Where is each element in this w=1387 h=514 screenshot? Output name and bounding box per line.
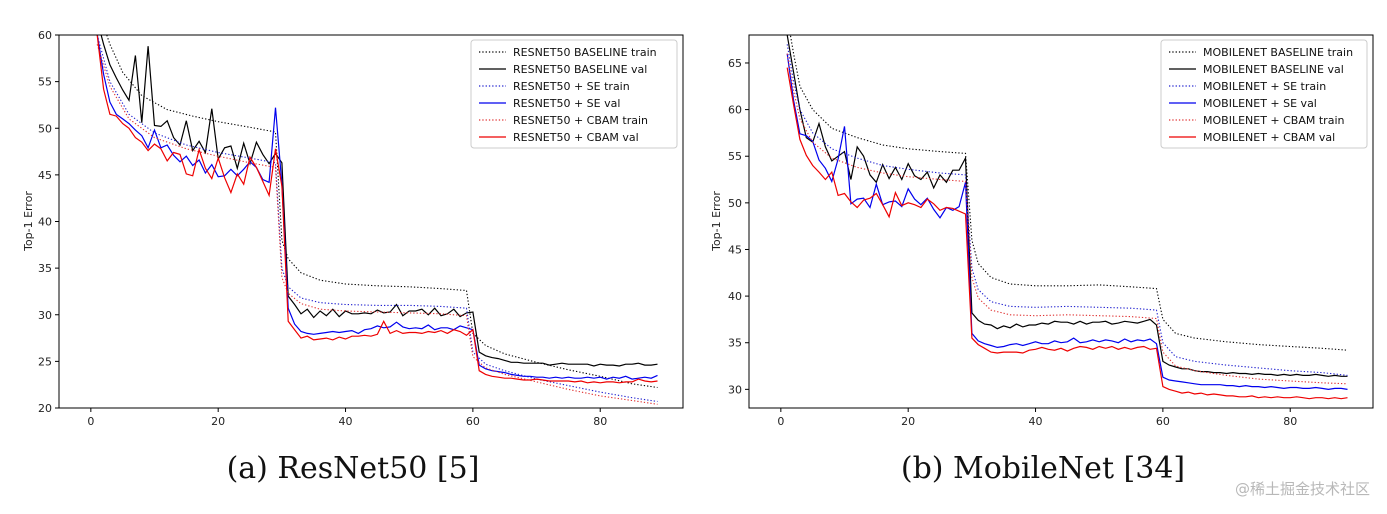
series-line	[96, 35, 658, 384]
y-tick-label: 20	[38, 402, 52, 415]
legend-label: MOBILENET + CBAM val	[1203, 131, 1335, 144]
y-tick-label: 45	[38, 169, 52, 182]
watermark: @稀土掘金技术社区	[1235, 480, 1370, 498]
y-tick-label: 40	[38, 216, 52, 229]
legend-label: RESNET50 + CBAM train	[513, 114, 648, 127]
legend-box	[1160, 39, 1368, 149]
series-line	[786, 44, 1348, 376]
series-line	[106, 35, 658, 389]
caption: (b) MobileNet [34]	[901, 451, 1185, 486]
y-tick-label: 35	[728, 337, 742, 350]
legend-label: MOBILENET BASELINE train	[1203, 46, 1353, 59]
legend-label: RESNET50 + SE val	[513, 97, 620, 110]
legend-label: RESNET50 + SE train	[513, 80, 630, 93]
y-axis-label: Top-1 Error	[22, 191, 35, 252]
y-tick-label: 45	[728, 243, 742, 256]
y-tick-label: 65	[728, 57, 742, 70]
legend-label: MOBILENET BASELINE val	[1203, 63, 1344, 76]
y-tick-label: 50	[38, 122, 52, 135]
chart-mobilenet: Top-1 Error 0 20 40 60 80 30 35 40 45 50 55 60 65 MO…	[710, 34, 1374, 486]
series-line	[100, 35, 658, 367]
x-tick-label: 0	[87, 415, 94, 428]
series-line	[96, 35, 658, 380]
y-tick-label: 35	[38, 262, 52, 275]
legend: MOBILENET BASELINE train MOBILENET BASELI…	[1160, 39, 1368, 149]
x-tick-label: 40	[339, 415, 353, 428]
y-axis-label: Top-1 Error	[710, 191, 723, 252]
legend-label: RESNET50 + CBAM val	[513, 131, 639, 144]
y-tick-label: 60	[728, 104, 742, 117]
chart-resnet50: Top-1 Error 0 20 40 60 80202530354045505560 …	[22, 29, 684, 486]
series-line	[786, 67, 1348, 400]
y-tick-label: 25	[38, 355, 52, 368]
y-tick-label: 55	[728, 150, 742, 163]
x-tick-label: 20	[211, 415, 225, 428]
legend-box	[470, 39, 678, 149]
y-tick-label: 60	[38, 29, 52, 42]
legend-label: MOBILENET + CBAM train	[1203, 114, 1344, 127]
caption: (a) ResNet50 [5]	[227, 451, 480, 486]
plot-area	[58, 34, 684, 409]
legend-label: RESNET50 BASELINE val	[513, 63, 647, 76]
legend-label: MOBILENET + SE val	[1203, 97, 1317, 110]
plot-area	[748, 34, 1374, 409]
x-tick-label: 80	[1283, 415, 1297, 428]
y-tick-label: 30	[728, 383, 742, 396]
x-tick-label: 60	[1156, 415, 1170, 428]
x-tick-label: 20	[901, 415, 915, 428]
x-tick-label: 40	[1029, 415, 1043, 428]
series-line	[786, 53, 1348, 391]
y-tick-label: 30	[38, 309, 52, 322]
series-line	[786, 53, 1348, 385]
series-line	[96, 35, 658, 403]
x-tick-label: 0	[777, 415, 784, 428]
x-tick-label: 60	[466, 415, 480, 428]
legend: RESNET50 BASELINE train RESNET50 BASELINE…	[470, 39, 678, 149]
x-tick-label: 80	[593, 415, 607, 428]
legend-label: RESNET50 BASELINE train	[513, 46, 657, 59]
series-line	[786, 35, 1348, 377]
y-tick-label: 40	[728, 290, 742, 303]
legend-label: MOBILENET + SE train	[1203, 80, 1326, 93]
y-tick-label: 55	[38, 76, 52, 89]
y-tick-label: 50	[728, 197, 742, 210]
